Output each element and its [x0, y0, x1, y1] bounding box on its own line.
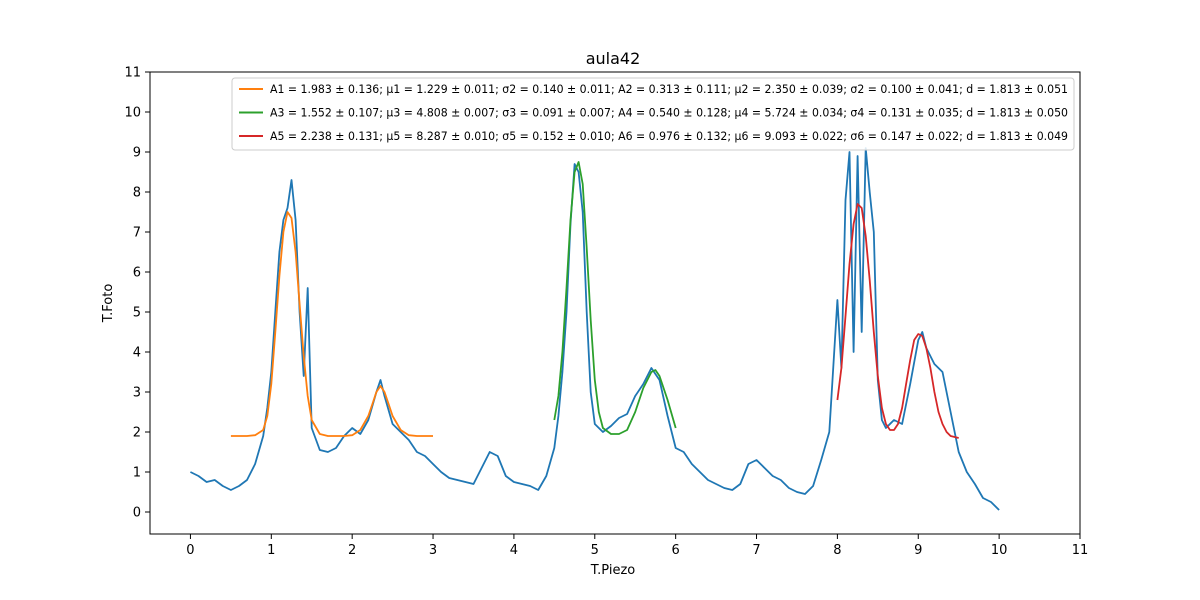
x-tick-label: 1	[267, 543, 275, 558]
y-tick-label: 8	[133, 186, 141, 201]
y-tick-label: 6	[133, 266, 141, 281]
y-tick-label: 3	[133, 386, 141, 401]
legend-frame	[231, 77, 1075, 151]
y-tick-label: 10	[124, 106, 141, 121]
y-tick-label: 0	[133, 506, 141, 521]
y-tick-label: 4	[133, 346, 141, 361]
fit-series-line-1	[230, 211, 433, 437]
y-axis-title: T.Foto	[101, 284, 116, 324]
fit-series-line-2	[553, 161, 677, 435]
legend-entry-label: A1 = 1.983 ± 0.136; μ1 = 1.229 ± 0.011; …	[270, 82, 1068, 96]
legend-entry-label: A5 = 2.238 ± 0.131; μ5 = 8.287 ± 0.010; …	[270, 129, 1068, 143]
y-tick-label: 2	[133, 426, 141, 441]
fit-series-line-3	[836, 203, 959, 439]
x-axis-title: T.Piezo	[590, 563, 636, 578]
axes-frame	[149, 71, 1081, 535]
x-tick-label: 7	[752, 543, 760, 558]
x-tick-label: 0	[186, 543, 194, 558]
y-axis: 0 1 2 3 4 5 6 7 8 9 10 11	[124, 66, 150, 521]
x-tick-label: 8	[833, 543, 841, 558]
x-tick-label: 4	[510, 543, 518, 558]
x-tick-label: 3	[429, 543, 437, 558]
legend: A1 = 1.983 ± 0.136; μ1 = 1.229 ± 0.011; …	[231, 77, 1075, 151]
x-tick-label: 9	[914, 543, 922, 558]
x-tick-label: 5	[591, 543, 599, 558]
y-tick-label: 1	[133, 466, 141, 481]
y-tick-label: 9	[133, 146, 141, 161]
x-tick-label: 11	[1072, 543, 1089, 558]
chart-title: aula42	[586, 49, 641, 68]
x-tick-label: 10	[991, 543, 1008, 558]
x-tick-label: 2	[348, 543, 356, 558]
legend-entry-label: A3 = 1.552 ± 0.107; μ3 = 4.808 ± 0.007; …	[270, 106, 1068, 120]
y-tick-label: 5	[133, 306, 141, 321]
x-axis: 0 1 2 3 4 5 6 7 8 9 10 11	[186, 534, 1088, 558]
y-tick-label: 7	[133, 226, 141, 241]
y-tick-label: 11	[124, 66, 141, 81]
x-tick-label: 6	[672, 543, 680, 558]
